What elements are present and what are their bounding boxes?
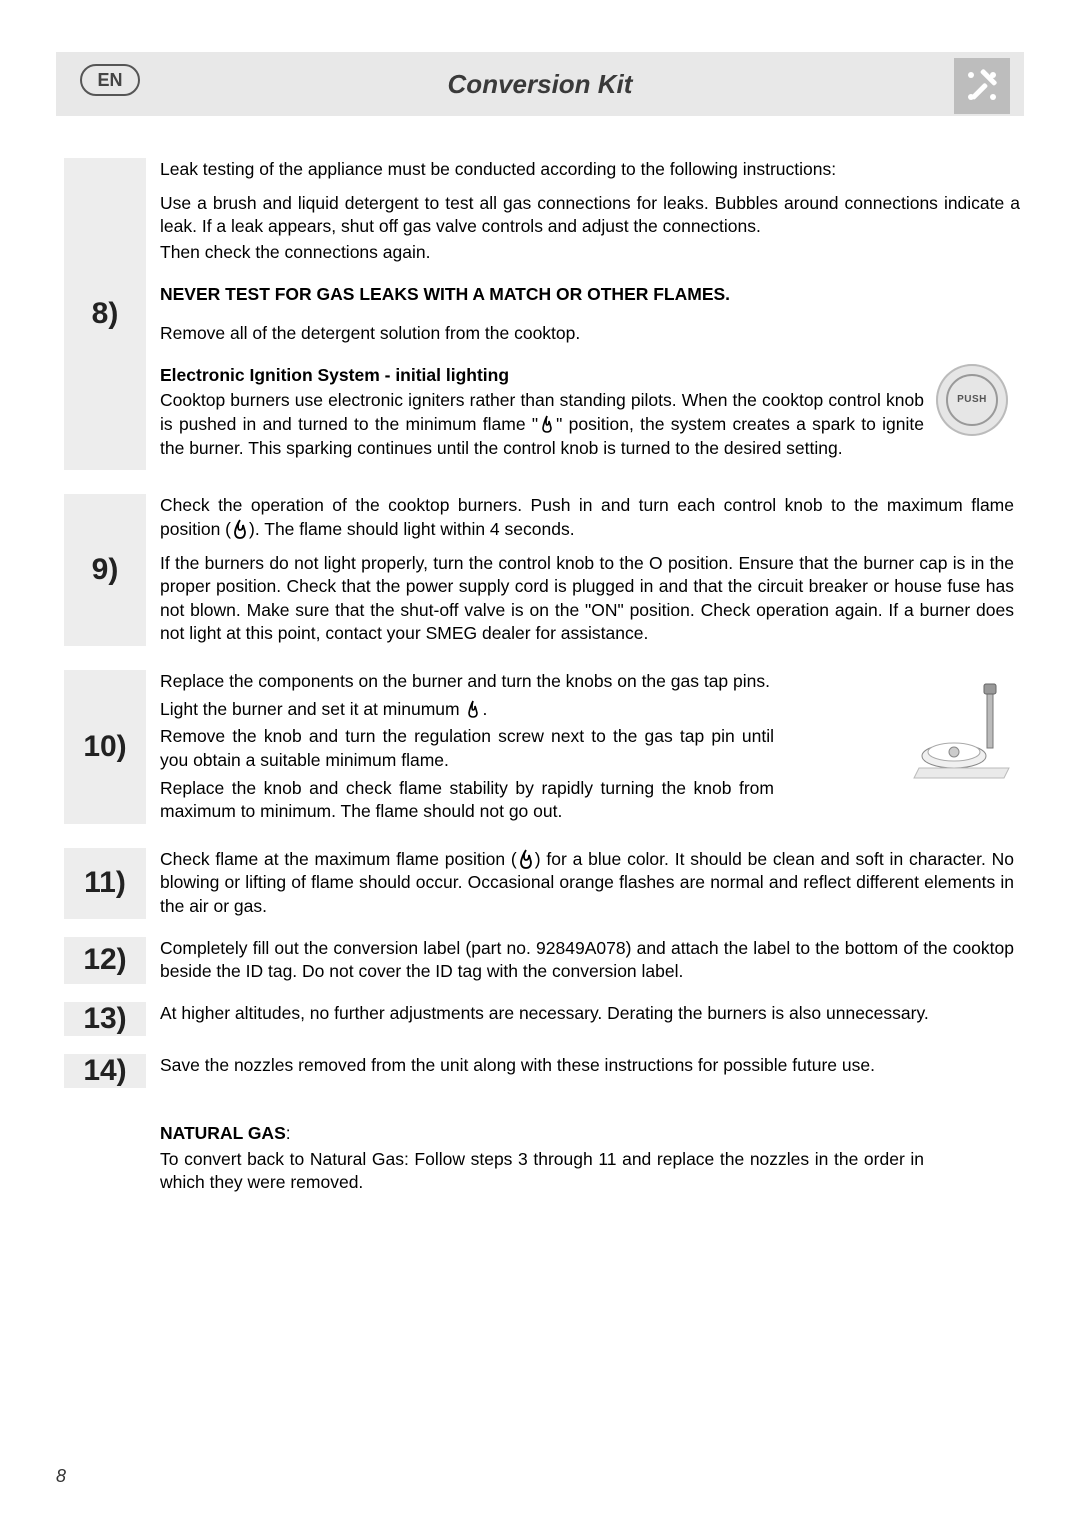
step-text: Completely fill out the conversion label… bbox=[146, 937, 1024, 984]
gas-leak-warning: NEVER TEST FOR GAS LEAKS WITH A MATCH OR… bbox=[160, 283, 1020, 307]
light-burner: Light the burner and set it at minumum . bbox=[160, 698, 904, 722]
header-bar: EN Conversion Kit bbox=[56, 52, 1024, 116]
burner-diagram-col bbox=[904, 670, 1024, 788]
language-code: EN bbox=[97, 70, 122, 91]
step-number-text: 11) bbox=[84, 866, 126, 900]
leak-test-line1: Leak testing of the appliance must be co… bbox=[160, 158, 1020, 182]
step-number: 11) bbox=[64, 848, 146, 919]
leak-test-line3: Then check the connections again. bbox=[160, 241, 1020, 265]
check-operation: Check the operation of the cooktop burne… bbox=[160, 494, 1014, 541]
step-number-text: 10) bbox=[83, 730, 126, 764]
natural-gas-heading-line: NATURAL GAS: bbox=[160, 1122, 924, 1146]
flame-large-icon bbox=[517, 849, 535, 869]
step-10: 10) Replace the components on the burner… bbox=[64, 670, 1024, 824]
page-number: 8 bbox=[56, 1466, 66, 1487]
step-13: 13) At higher altitudes, no further adju… bbox=[64, 1002, 1024, 1036]
step-text: At higher altitudes, no further adjustme… bbox=[146, 1002, 1024, 1026]
tools-icon bbox=[954, 58, 1010, 114]
natural-gas-block: NATURAL GAS: To convert back to Natural … bbox=[160, 1122, 1024, 1195]
altitude-text: At higher altitudes, no further adjustme… bbox=[160, 1002, 1014, 1026]
check-op-part2: ). The flame should light within 4 secon… bbox=[249, 519, 575, 539]
light-burner-part1: Light the burner and set it at minumum bbox=[160, 699, 464, 719]
step-number: 9) bbox=[64, 494, 146, 646]
step-number-text: 8) bbox=[92, 297, 119, 331]
check-flame-max: Check flame at the maximum flame positio… bbox=[160, 848, 1014, 919]
step-8: 8) Leak testing of the appliance must be… bbox=[64, 158, 1024, 470]
natural-gas-colon: : bbox=[286, 1123, 291, 1143]
step-number: 13) bbox=[64, 1002, 146, 1036]
flame-small-icon bbox=[538, 414, 556, 434]
language-badge: EN bbox=[80, 64, 140, 96]
page-title: Conversion Kit bbox=[56, 69, 1024, 100]
replace-components: Replace the components on the burner and… bbox=[160, 670, 904, 694]
burner-diagram-icon bbox=[909, 678, 1019, 788]
step-11: 11) Check flame at the maximum flame pos… bbox=[64, 848, 1024, 919]
troubleshoot-text: If the burners do not light properly, tu… bbox=[160, 552, 1014, 647]
step-number-text: 12) bbox=[83, 943, 126, 977]
step-number: 10) bbox=[64, 670, 146, 824]
step-text: Replace the components on the burner and… bbox=[146, 670, 904, 824]
natural-gas-heading: NATURAL GAS bbox=[160, 1123, 286, 1143]
step-12: 12) Completely fill out the conversion l… bbox=[64, 937, 1024, 984]
remove-knob: Remove the knob and turn the regulation … bbox=[160, 725, 904, 772]
content-area: 8) Leak testing of the appliance must be… bbox=[56, 158, 1024, 1195]
flame-large-icon bbox=[231, 519, 249, 539]
step-text: Check the operation of the cooktop burne… bbox=[146, 494, 1024, 646]
step-number-text: 9) bbox=[92, 553, 119, 587]
leak-test-line2: Use a brush and liquid detergent to test… bbox=[160, 192, 1020, 239]
step-text: Save the nozzles removed from the unit a… bbox=[146, 1054, 1024, 1078]
flame-small-icon bbox=[464, 699, 482, 719]
step-number: 12) bbox=[64, 937, 146, 984]
natural-gas-text: To convert back to Natural Gas: Follow s… bbox=[160, 1148, 924, 1195]
step-number-text: 14) bbox=[83, 1054, 126, 1088]
step-number: 14) bbox=[64, 1054, 146, 1088]
light-burner-part2: . bbox=[482, 699, 487, 719]
step-number-text: 13) bbox=[83, 1002, 126, 1036]
ignition-text: Cooktop burners use electronic igniters … bbox=[160, 389, 924, 460]
push-knob-diagram: PUSH bbox=[936, 364, 1020, 436]
step-text: Check flame at the maximum flame positio… bbox=[146, 848, 1024, 919]
remove-detergent: Remove all of the detergent solution fro… bbox=[160, 322, 1020, 346]
step-9: 9) Check the operation of the cooktop bu… bbox=[64, 494, 1024, 646]
replace-knob: Replace the knob and check flame stabili… bbox=[160, 777, 904, 824]
push-label: PUSH bbox=[957, 393, 987, 407]
step-14: 14) Save the nozzles removed from the un… bbox=[64, 1054, 1024, 1088]
step-number: 8) bbox=[64, 158, 146, 470]
conversion-label-text: Completely fill out the conversion label… bbox=[160, 937, 1014, 984]
step-text: Leak testing of the appliance must be co… bbox=[146, 158, 1024, 470]
check-flame-part1: Check flame at the maximum flame positio… bbox=[160, 849, 517, 869]
ignition-heading: Electronic Ignition System - initial lig… bbox=[160, 364, 924, 388]
save-nozzles-text: Save the nozzles removed from the unit a… bbox=[160, 1054, 1014, 1078]
